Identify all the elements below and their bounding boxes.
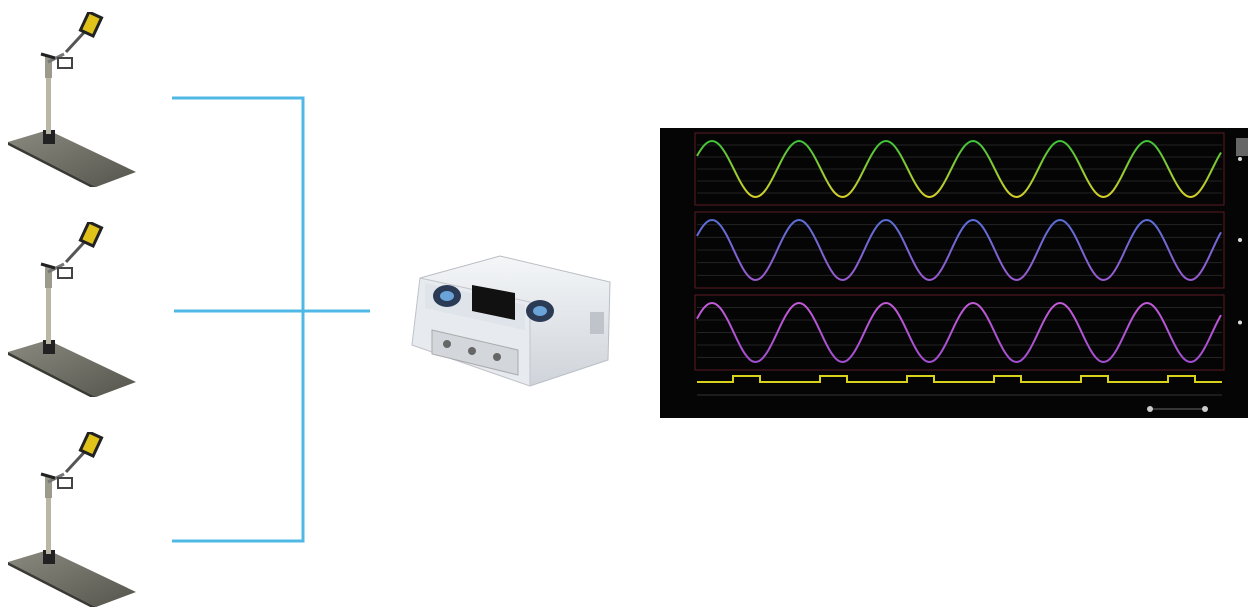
control-device xyxy=(412,256,610,386)
legend-dot xyxy=(1238,157,1242,161)
sensor-stand xyxy=(8,432,136,608)
monitor-screen xyxy=(660,128,1248,418)
legend-dot xyxy=(1238,238,1242,242)
signal-monitor xyxy=(660,128,1248,418)
page: (() => { const NS = 'http://www.w3.org/2… xyxy=(0,0,1248,608)
legend-dot xyxy=(1238,321,1242,325)
diagram xyxy=(0,0,1248,608)
scroll-handle xyxy=(1147,406,1153,412)
scroll-handle xyxy=(1202,406,1208,412)
sensor-stand xyxy=(8,12,136,190)
connector-line xyxy=(172,98,303,541)
connector-lines xyxy=(172,98,370,541)
sensor-stand xyxy=(8,222,136,400)
